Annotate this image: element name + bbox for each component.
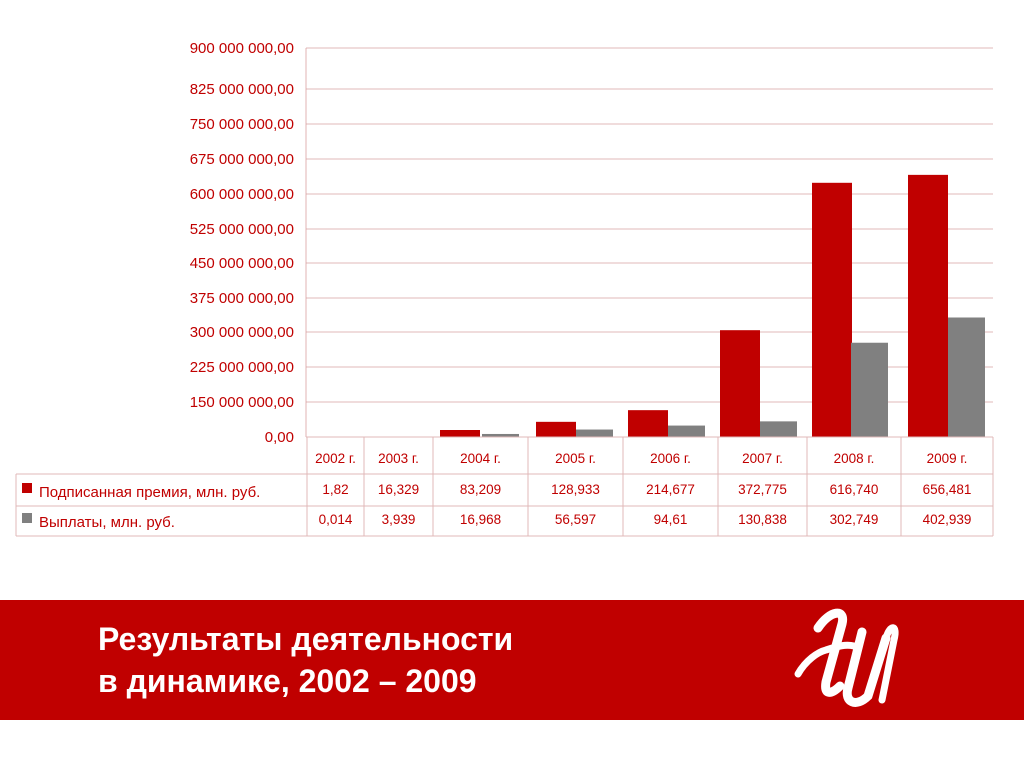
bar-payments	[576, 429, 613, 437]
category-label: 2007 г.	[742, 451, 783, 466]
data-label: 0,014	[319, 512, 353, 527]
bar-signed-premium	[908, 174, 948, 437]
category-label: 2009 г.	[927, 451, 968, 466]
data-label: 56,597	[555, 512, 596, 527]
category-label: 2002 г.	[315, 451, 356, 466]
category-label: 2005 г.	[555, 451, 596, 466]
y-tick-label: 525 000 000,00	[190, 221, 294, 238]
legend-swatch	[22, 483, 32, 493]
title-banner: Результаты деятельности в динамике, 2002…	[0, 600, 1024, 720]
data-label: 16,968	[460, 512, 501, 527]
bar-signed-premium	[536, 421, 576, 437]
data-label: 214,677	[646, 482, 695, 497]
y-tick-label: 600 000 000,00	[190, 186, 294, 203]
slide-title-line-1: Результаты деятельности	[98, 621, 514, 657]
legend-swatch	[22, 513, 32, 523]
gridlines	[305, 47, 993, 438]
bar-payments	[482, 433, 519, 437]
bar-payments	[948, 317, 985, 437]
data-label: 302,749	[830, 512, 879, 527]
data-label: 128,933	[551, 482, 600, 497]
slide-title: Результаты деятельности в динамике, 2002…	[98, 618, 513, 702]
data-label: 16,329	[378, 482, 419, 497]
y-tick-label: 450 000 000,00	[190, 255, 294, 272]
y-tick-label: 750 000 000,00	[190, 116, 294, 133]
y-tick-label: 825 000 000,00	[190, 81, 294, 98]
y-tick-label: 0,00	[265, 429, 294, 446]
data-label: 656,481	[923, 482, 972, 497]
data-label: 83,209	[460, 482, 501, 497]
y-tick-label: 900 000 000,00	[190, 40, 294, 57]
y-tick-label: 300 000 000,00	[190, 324, 294, 341]
bar-payments	[760, 421, 797, 437]
data-label: 1,82	[322, 482, 348, 497]
data-label: 130,838	[738, 512, 787, 527]
y-tick-label: 675 000 000,00	[190, 151, 294, 168]
bar-chart: 0,00 150 000 000,00 225 000 000,00 300 000 …	[15, 40, 994, 537]
y-tick-label: 375 000 000,00	[190, 290, 294, 307]
bar-signed-premium	[720, 330, 760, 437]
category-label: 2008 г.	[834, 451, 875, 466]
bar-signed-premium	[440, 430, 480, 437]
data-label: 3,939	[382, 512, 416, 527]
slide-title-line-2: в динамике, 2002 – 2009	[98, 663, 477, 699]
legend-label: Подписанная премия, млн. руб.	[39, 484, 260, 501]
bar-signed-premium	[812, 182, 852, 437]
data-table: 2002 г. 2003 г. 2004 г. 2005 г. 2006 г. 2007 …	[15, 436, 994, 537]
y-tick-label: 150 000 000,00	[190, 394, 294, 411]
bar-payments	[851, 342, 888, 437]
data-label: 616,740	[830, 482, 879, 497]
y-tick-label: 225 000 000,00	[190, 359, 294, 376]
category-label: 2003 г.	[378, 451, 419, 466]
category-label: 2004 г.	[460, 451, 501, 466]
bars	[440, 174, 985, 437]
ingo-monogram-logo-icon	[794, 608, 899, 707]
y-axis-ticks: 0,00 150 000 000,00 225 000 000,00 300 000 …	[190, 40, 294, 446]
bar-signed-premium	[628, 410, 668, 437]
bar-payments	[668, 425, 705, 437]
data-label: 94,61	[654, 512, 688, 527]
data-label: 372,775	[738, 482, 787, 497]
legend-label: Выплаты, млн. руб.	[39, 514, 175, 531]
category-label: 2006 г.	[650, 451, 691, 466]
data-label: 402,939	[923, 512, 972, 527]
